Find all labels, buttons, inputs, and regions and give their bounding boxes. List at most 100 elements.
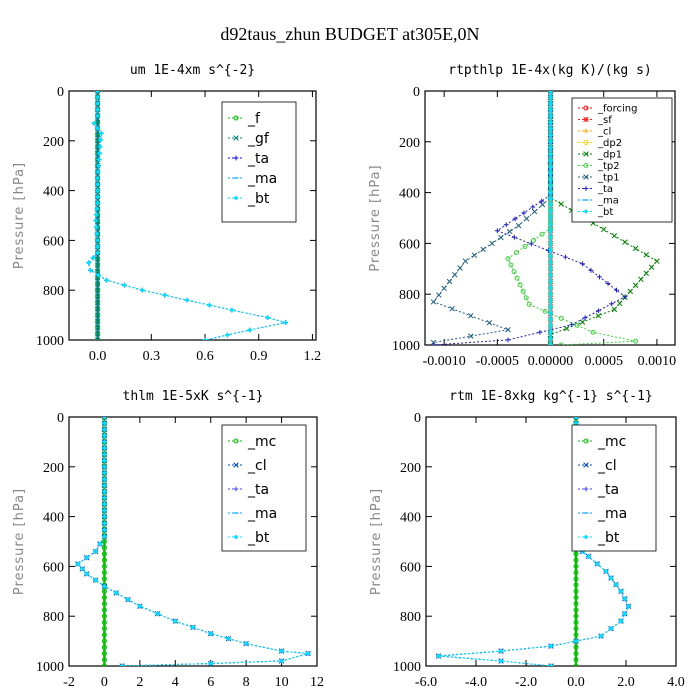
data-point xyxy=(102,583,107,589)
data-point xyxy=(430,299,437,305)
data-point xyxy=(643,270,650,276)
series-line-bt xyxy=(88,91,286,340)
x-tick-label: 0.0010 xyxy=(638,354,677,369)
data-point xyxy=(503,222,509,228)
legend-label: _ta xyxy=(597,482,619,498)
data-point xyxy=(90,255,96,261)
data-point xyxy=(101,632,107,638)
data-point xyxy=(573,417,579,420)
data-point xyxy=(548,202,553,208)
data-point xyxy=(122,282,127,288)
legend-label: _cl xyxy=(597,127,611,138)
data-point xyxy=(94,287,101,293)
x-tick-label: 1.2 xyxy=(304,349,322,364)
y-tick-label: 0 xyxy=(413,85,420,100)
data-point xyxy=(573,570,579,576)
data-point xyxy=(521,210,527,216)
data-point xyxy=(573,638,579,644)
data-point xyxy=(467,313,474,319)
data-point xyxy=(633,338,639,344)
data-point xyxy=(511,234,517,240)
data-point xyxy=(548,101,553,107)
legend-label: _mc xyxy=(597,434,626,450)
data-point xyxy=(101,644,107,650)
data-point xyxy=(283,320,288,325)
data-point xyxy=(573,557,579,563)
data-point xyxy=(526,301,532,307)
data-point xyxy=(539,198,545,204)
data-point xyxy=(101,638,107,644)
data-point xyxy=(573,632,579,638)
x-tick-label: 6 xyxy=(207,675,214,690)
data-point xyxy=(632,245,639,252)
data-point xyxy=(436,292,442,298)
data-point xyxy=(94,293,101,300)
y-tick-label: 1000 xyxy=(392,339,420,354)
data-point xyxy=(548,317,553,322)
data-point xyxy=(119,663,125,666)
data-point xyxy=(569,322,575,328)
data-point xyxy=(573,595,579,601)
data-point xyxy=(97,541,103,547)
x-tick-label: 0.0005 xyxy=(584,354,623,369)
data-point xyxy=(537,329,543,335)
data-point xyxy=(548,152,553,157)
data-point xyxy=(531,208,538,215)
x-tick-label: -2.0 xyxy=(515,675,537,690)
legend-marker xyxy=(583,186,589,191)
legend-label: _tp2 xyxy=(597,161,620,172)
x-tick-label: -2 xyxy=(63,675,75,690)
data-point xyxy=(548,643,554,649)
data-point xyxy=(91,120,97,126)
legend-label: _ma xyxy=(597,506,627,522)
data-point xyxy=(229,307,235,313)
x-tick-label: 12 xyxy=(310,675,324,690)
x-tick-label: 0.00000 xyxy=(528,354,574,369)
data-point xyxy=(95,107,101,113)
x-tick-label: 0.3 xyxy=(143,349,161,364)
data-point xyxy=(596,308,601,314)
x-tick-label: 0.9 xyxy=(250,349,268,364)
data-point xyxy=(638,276,644,283)
data-point xyxy=(573,576,579,582)
data-point xyxy=(102,520,107,526)
data-point xyxy=(548,291,553,297)
y-axis-label: Pressure [hPa] xyxy=(368,164,383,271)
legend-marker xyxy=(233,155,239,161)
data-point xyxy=(172,618,178,624)
data-point xyxy=(102,495,107,501)
data-point xyxy=(608,575,614,581)
plot-frame xyxy=(68,90,317,341)
legend-marker xyxy=(233,486,239,492)
data-point xyxy=(137,603,143,609)
data-point xyxy=(520,288,526,294)
data-point xyxy=(590,329,596,335)
data-point xyxy=(113,590,119,596)
data-point xyxy=(94,91,101,94)
data-point xyxy=(548,279,553,284)
series-line-tp1 xyxy=(432,91,551,343)
data-point xyxy=(515,222,522,229)
data-point xyxy=(207,302,212,308)
legend-label: _ta xyxy=(597,184,613,195)
y-tick-label: 600 xyxy=(400,560,421,575)
data-point xyxy=(614,287,619,293)
data-point xyxy=(79,566,85,572)
data-point xyxy=(441,285,447,292)
data-point xyxy=(498,648,504,654)
legend-label: _f xyxy=(247,111,261,127)
data-point xyxy=(498,234,504,241)
legend-label: _cl xyxy=(597,458,617,474)
legend-marker xyxy=(583,163,589,168)
data-point xyxy=(93,549,98,554)
data-point xyxy=(548,260,553,265)
data-point xyxy=(605,281,611,286)
data-point xyxy=(94,212,99,218)
legend-label: _ta xyxy=(247,482,269,498)
data-point xyxy=(622,294,628,300)
data-point xyxy=(528,241,534,247)
data-point xyxy=(548,228,553,234)
legend-label: _forcing xyxy=(597,104,638,115)
data-point xyxy=(102,476,107,482)
